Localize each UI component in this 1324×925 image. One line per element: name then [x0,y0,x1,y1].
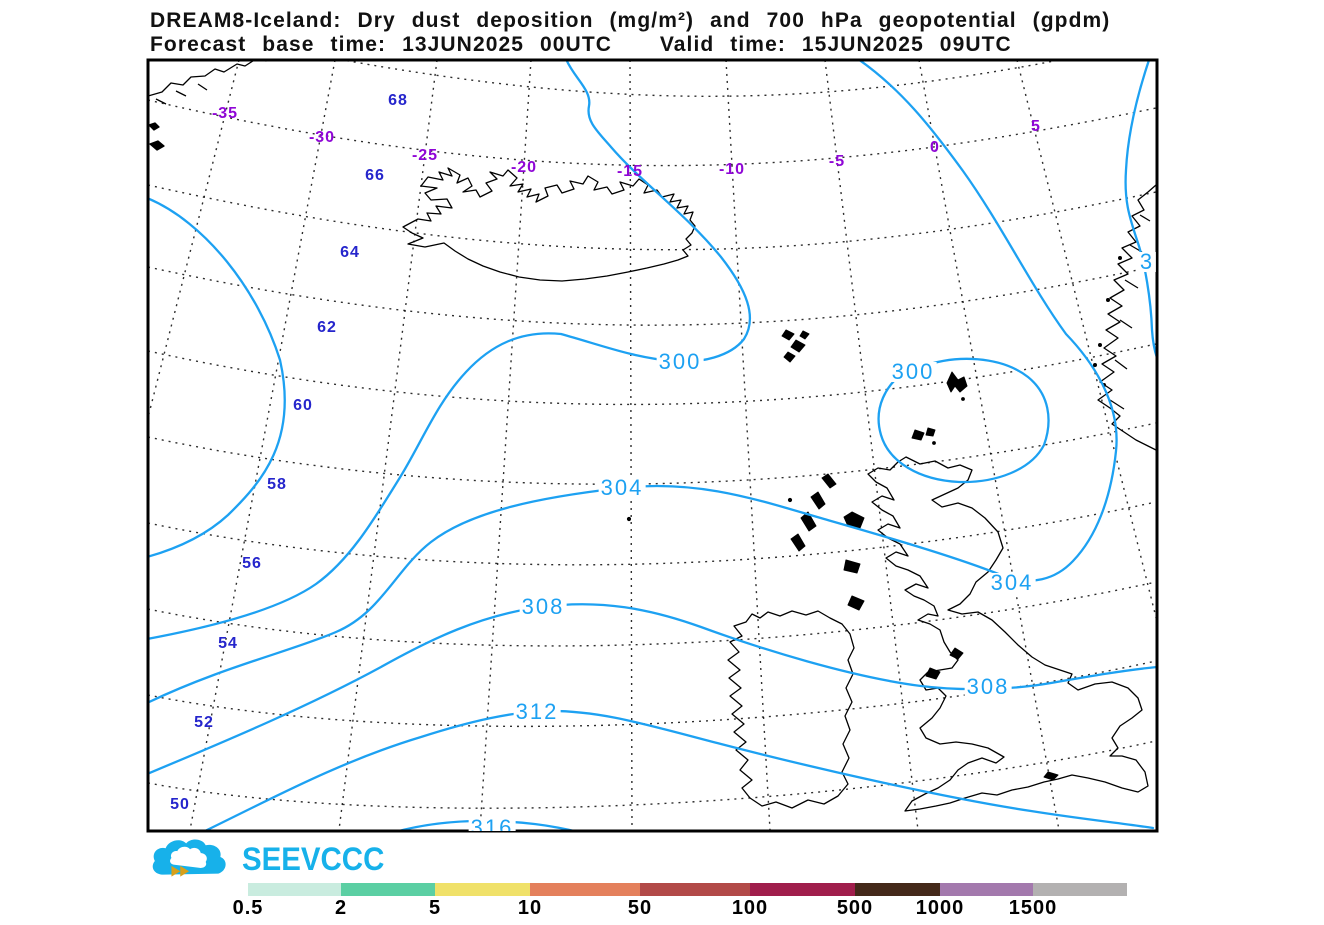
longitude-label: -15 [616,163,644,180]
isle-of-wight [1043,771,1059,781]
st-kilda-islet [787,497,793,503]
shetland-islands [946,371,968,393]
longitude-label: -10 [718,161,746,178]
contour-norway-edge [1124,60,1157,360]
longitude-label: -35 [211,105,239,122]
greenland-islets [148,122,165,151]
contour-value-label: 316 [468,817,516,831]
contour-value-label: 300 [656,349,704,374]
chart-subtitle: Forecast base time: 13JUN2025 00UTC Vali… [150,33,1012,56]
contour-304 [148,60,1118,704]
coastline-great-britain [867,456,1149,812]
longitude-label: -20 [510,159,538,176]
contour-value-label: 304 [598,475,646,500]
latitude-label: 68 [388,92,408,109]
anglesey [925,667,941,680]
latitude-label: 62 [317,319,337,336]
coastline-ireland [727,610,855,809]
small-islands [626,256,1122,781]
geopotential-contours [148,60,1157,831]
coastline-greenland-fjords [155,83,208,105]
longitude-label: -30 [308,129,336,146]
contour-value-label: 300 [889,359,937,384]
contour-value-label: 308 [519,594,567,619]
latitude-label: 52 [194,714,214,731]
graticule-latitude-lines [148,60,1157,809]
latitude-label: 60 [293,397,313,414]
longitude-label: -25 [411,147,439,164]
hebrides-islands [790,473,837,552]
latitude-label: 58 [267,476,287,493]
latitude-label: 66 [365,167,385,184]
contour-value-label: 3 [1137,249,1157,274]
latitude-label: 50 [170,796,190,813]
norway-fjords [1109,214,1151,410]
contour-308 [148,603,1157,775]
longitude-label: 5 [1031,118,1041,135]
map-label-layer: -35 -30 -25 -20 -15 -10 -5 0 5 68 66 64 62 60 58 56 54 5… [148,60,1157,831]
seevccc-logo: SEEVCCC [148,835,397,883]
contour-value-label: 312 [513,699,561,724]
cloud-logo-icon [152,839,226,877]
latitude-label: 64 [340,244,360,261]
chart-title: DREAM8-Iceland: Dry dust deposition (mg/… [150,9,1111,32]
faroe-islands [781,329,810,363]
title-block: DREAM8-Iceland: Dry dust deposition (mg/… [150,9,1110,57]
coastline-greenland [148,60,269,97]
logo-text: SEEVCCC [242,840,385,877]
coastlines [148,60,1157,812]
rockall-islet [626,516,632,522]
contour-312 [203,709,1155,831]
contour-unlabeled-west [148,197,286,558]
orkney-islands [911,427,936,441]
latitude-label: 56 [242,555,262,572]
longitude-label: 0 [930,139,940,156]
latitude-label: 54 [218,635,238,652]
graticule-longitude-lines [148,60,1157,831]
map-border [146,58,1159,833]
longitude-label: -5 [828,153,846,170]
contour-value-label: 304 [988,570,1036,595]
contour-300-closed-low [877,357,1050,484]
contour-300-west [148,60,752,640]
coastline-iceland [402,167,696,282]
isle-of-man [949,647,964,660]
contour-value-label: 308 [964,674,1012,699]
